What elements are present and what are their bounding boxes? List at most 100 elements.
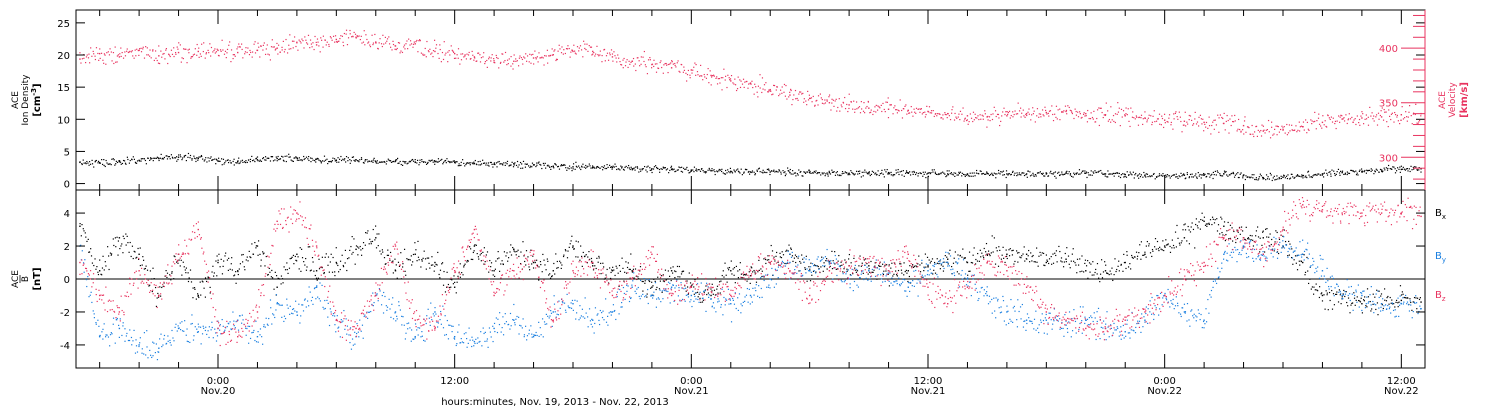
point-density-scatter <box>170 158 171 159</box>
point-bx-scatter <box>186 268 187 269</box>
point-velocity-scatter <box>1366 118 1367 119</box>
point-velocity-scatter <box>1263 126 1264 127</box>
point-by-scatter <box>540 327 541 328</box>
point-density-scatter <box>486 163 487 164</box>
point-density-67 <box>1401 169 1402 170</box>
point-velocity-scatter <box>311 46 312 47</box>
point-bx-scatter <box>903 262 904 263</box>
point-velocity-scatter <box>435 48 436 49</box>
point-velocity-scatter <box>200 53 201 54</box>
point-bx-scatter <box>833 260 834 261</box>
point-velocity-scatter <box>307 43 308 44</box>
point-bx-scatter <box>1402 291 1403 292</box>
point-velocity-scatter <box>1248 127 1249 128</box>
point-velocity-scatter <box>629 61 630 62</box>
point-velocity-scatter <box>1409 105 1410 106</box>
point-bx-scatter <box>417 241 418 242</box>
point-by-scatter <box>254 340 255 341</box>
point-velocity-scatter <box>675 66 676 67</box>
point-velocity-scatter <box>1001 115 1002 116</box>
point-bx-scatter <box>223 266 224 267</box>
point-velocity-scatter <box>1189 115 1190 116</box>
point-bx-scatter <box>478 258 479 259</box>
point-velocity-scatter <box>897 112 898 113</box>
point-velocity-scatter <box>1017 113 1018 114</box>
point-by-scatter <box>327 317 328 318</box>
point-bx-scatter <box>967 275 968 276</box>
point-velocity-scatter <box>1287 134 1288 135</box>
point-density-scatter <box>1180 173 1181 174</box>
point-by-scatter <box>356 333 357 334</box>
point-velocity-scatter <box>122 52 123 53</box>
point-velocity-scatter <box>410 40 411 41</box>
point-density-scatter <box>1342 171 1343 172</box>
point-by-scatter <box>515 319 516 320</box>
point-density-scatter <box>111 164 112 165</box>
point-bx-scatter <box>408 259 409 260</box>
point-velocity-scatter <box>1162 118 1163 119</box>
point-density-scatter <box>342 159 343 160</box>
point-density-scatter <box>624 170 625 171</box>
point-by-scatter <box>350 327 351 328</box>
point-density-scatter <box>315 161 316 162</box>
point-by-scatter <box>416 329 417 330</box>
point-bx-scatter <box>331 254 332 255</box>
point-bx-60 <box>1263 237 1264 238</box>
point-velocity-scatter <box>656 72 657 73</box>
point-bx-scatter <box>170 279 171 280</box>
point-by-scatter <box>337 315 338 316</box>
point-velocity-scatter <box>361 42 362 43</box>
point-density-scatter <box>372 162 373 163</box>
point-bx-scatter <box>102 256 103 257</box>
point-velocity-scatter <box>193 54 194 55</box>
point-density-scatter <box>451 162 452 163</box>
point-velocity-scatter <box>825 102 826 103</box>
point-velocity-scatter <box>85 62 86 63</box>
point-velocity-scatter <box>80 62 81 63</box>
point-velocity-scatter <box>804 98 805 99</box>
point-bx-scatter <box>838 255 839 256</box>
point-bx-scatter <box>909 276 910 277</box>
point-density-scatter <box>1086 172 1087 173</box>
point-bx-scatter <box>1235 242 1236 243</box>
point-bx-scatter <box>762 271 763 272</box>
point-velocity-scatter <box>543 57 544 58</box>
point-density-scatter <box>959 173 960 174</box>
point-density-scatter <box>929 172 930 173</box>
point-bx-scatter <box>1364 296 1365 297</box>
point-density-scatter <box>463 163 464 164</box>
point-bx-scatter <box>461 272 462 273</box>
point-bx-scatter <box>293 263 294 264</box>
point-velocity-scatter <box>1399 123 1400 124</box>
point-bx-scatter <box>866 263 867 264</box>
point-density-scatter <box>1297 175 1298 176</box>
point-density-scatter <box>1061 174 1062 175</box>
point-bx-scatter <box>1292 264 1293 265</box>
point-bx-scatter <box>1228 238 1229 239</box>
point-bx-scatter <box>1287 255 1288 256</box>
point-velocity-scatter <box>79 52 80 53</box>
point-by-scatter <box>146 330 147 331</box>
point-velocity-scatter <box>1204 124 1205 125</box>
point-bx-scatter <box>1164 247 1165 248</box>
point-density-scatter <box>1401 166 1402 167</box>
point-density-51 <box>1085 173 1086 174</box>
point-velocity-scatter <box>177 49 178 50</box>
point-bx-scatter <box>501 260 502 261</box>
point-bx-scatter <box>113 245 114 246</box>
point-bx-scatter <box>86 241 87 242</box>
point-density-scatter <box>344 158 345 159</box>
point-velocity-scatter <box>1197 121 1198 122</box>
point-bx-scatter <box>412 261 413 262</box>
point-density-scatter <box>1083 170 1084 171</box>
point-velocity-scatter <box>342 42 343 43</box>
point-velocity-scatter <box>270 59 271 60</box>
point-by-scatter <box>423 340 424 341</box>
point-by-scatter <box>111 333 112 334</box>
point-density-scatter <box>272 156 273 157</box>
point-by-scatter <box>142 348 143 349</box>
point-bx-scatter <box>713 294 714 295</box>
point-bx-scatter <box>1074 262 1075 263</box>
point-density-scatter <box>517 166 518 167</box>
point-by-scatter <box>549 317 550 318</box>
